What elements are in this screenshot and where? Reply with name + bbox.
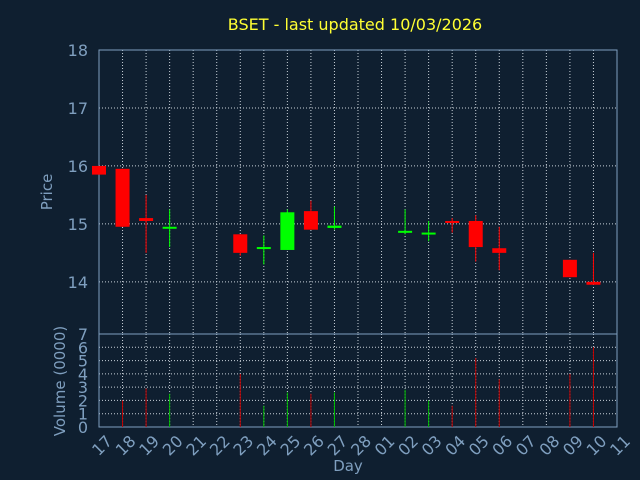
volume-tick-label: 2	[78, 391, 88, 410]
price-tick-label: 18	[68, 41, 88, 60]
candle-body	[92, 165, 106, 175]
candle-body	[233, 234, 248, 253]
candle-body	[303, 211, 318, 230]
volume-plot-frame	[98, 333, 618, 428]
price-tick-label: 17	[68, 99, 88, 118]
volume-tick-label: 1	[78, 405, 88, 424]
volume-axis-label: Volume (0000)	[51, 326, 69, 436]
candle-body	[586, 281, 601, 285]
candle-body	[492, 248, 507, 253]
candle-body	[280, 212, 295, 250]
candle-body	[421, 232, 436, 235]
volume-series	[122, 347, 594, 427]
volume-tick-label: 0	[78, 418, 88, 437]
price-tick-label: 15	[68, 215, 88, 234]
candle-body	[162, 226, 177, 229]
price-tick-label: 14	[68, 273, 88, 292]
price-axis-ticks: 14 15 16 17 18	[68, 41, 88, 292]
candle-body	[327, 225, 342, 228]
candle-body	[445, 220, 460, 223]
candle-body	[562, 259, 577, 278]
candle-body	[139, 218, 154, 221]
x-axis-ticks: 1718192021222324252627280102030405060708…	[88, 432, 634, 460]
volume-tick-label: 6	[78, 338, 88, 357]
volume-tick-label: 7	[78, 325, 88, 344]
chart-title: BSET - last updated 10/03/2026	[228, 15, 482, 34]
volume-tick-label: 5	[78, 352, 88, 371]
candlestick-series	[92, 165, 601, 285]
candle-body	[468, 220, 483, 248]
candle-body	[115, 168, 130, 227]
price-tick-label: 16	[68, 157, 88, 176]
price-axis-label: Price	[38, 174, 56, 211]
volume-tick-label: 4	[78, 365, 88, 384]
x-axis-label: Day	[333, 457, 363, 475]
candle-body	[398, 230, 413, 233]
candle-body	[256, 247, 271, 250]
volume-tick-label: 3	[78, 378, 88, 397]
